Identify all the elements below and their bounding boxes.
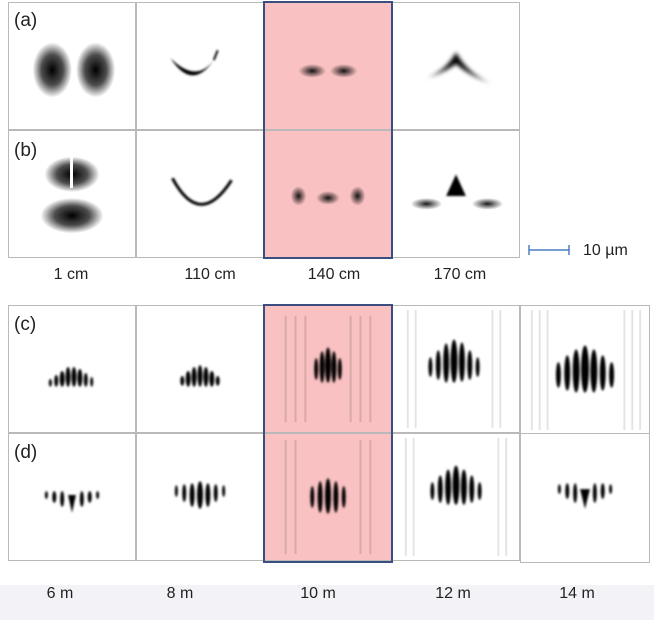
two-spot-pattern — [298, 64, 358, 78]
col-label-10m: 10 m — [300, 585, 336, 602]
col-label-1cm: 1 cm — [53, 266, 89, 283]
panel-c-10m — [264, 305, 392, 433]
fringe-pattern — [174, 481, 226, 509]
col-label-110cm: 110 cm — [184, 266, 236, 283]
fringe-cusp-pattern — [44, 491, 100, 513]
panel-b-1cm — [8, 130, 136, 258]
three-spot-pattern — [290, 186, 366, 206]
fringe-pattern — [406, 309, 502, 429]
panel-c-6m — [8, 305, 136, 433]
cusp-pattern — [420, 52, 492, 84]
col-label-140cm: 140 cm — [307, 266, 361, 283]
background-shade — [0, 585, 654, 620]
row-label-b: (b) — [14, 140, 38, 161]
panel-c-12m — [392, 305, 520, 433]
arc-pattern — [170, 49, 219, 76]
row-label-a: (a) — [14, 10, 38, 31]
scale-bar — [528, 245, 570, 255]
panel-b-170cm — [392, 130, 520, 258]
arc-pattern — [171, 177, 233, 206]
fringe-pattern — [284, 315, 372, 423]
highlight-frame-10m — [263, 304, 393, 563]
fringe-pattern — [48, 367, 94, 387]
fringe-cusp-pattern — [557, 483, 613, 509]
col-label-8m: 8 m — [166, 585, 194, 602]
panel-a-170cm — [392, 2, 520, 130]
panel-b-110cm — [136, 130, 264, 258]
highlight-frame-140cm — [263, 1, 393, 259]
col-label-6m: 6 m — [46, 585, 74, 602]
panel-d-12m — [392, 433, 520, 561]
panel-d-14m — [520, 433, 650, 563]
fringe-pattern — [180, 365, 220, 387]
scale-bar-label: 10 µm — [583, 242, 628, 259]
panel-a-110cm — [136, 2, 264, 130]
col-label-14m: 14 m — [559, 585, 595, 602]
col-label-12m: 12 m — [435, 585, 471, 602]
col-label-170cm: 170 cm — [433, 266, 487, 283]
panel-d-10m — [264, 433, 392, 561]
panel-c-8m — [136, 305, 264, 433]
split-lobe-pattern — [40, 148, 104, 234]
two-lobe-pattern — [32, 42, 116, 98]
row-label-c: (c) — [14, 314, 37, 335]
fringe-pattern — [404, 437, 508, 557]
panel-c-14m — [520, 305, 650, 435]
panel-d-6m — [8, 433, 136, 561]
fringe-pattern — [530, 309, 642, 431]
row-label-d: (d) — [14, 442, 38, 463]
cusp-pattern — [410, 174, 504, 210]
panel-d-8m — [136, 433, 264, 561]
panel-a-1cm — [8, 2, 136, 130]
fringe-pattern — [284, 439, 372, 555]
